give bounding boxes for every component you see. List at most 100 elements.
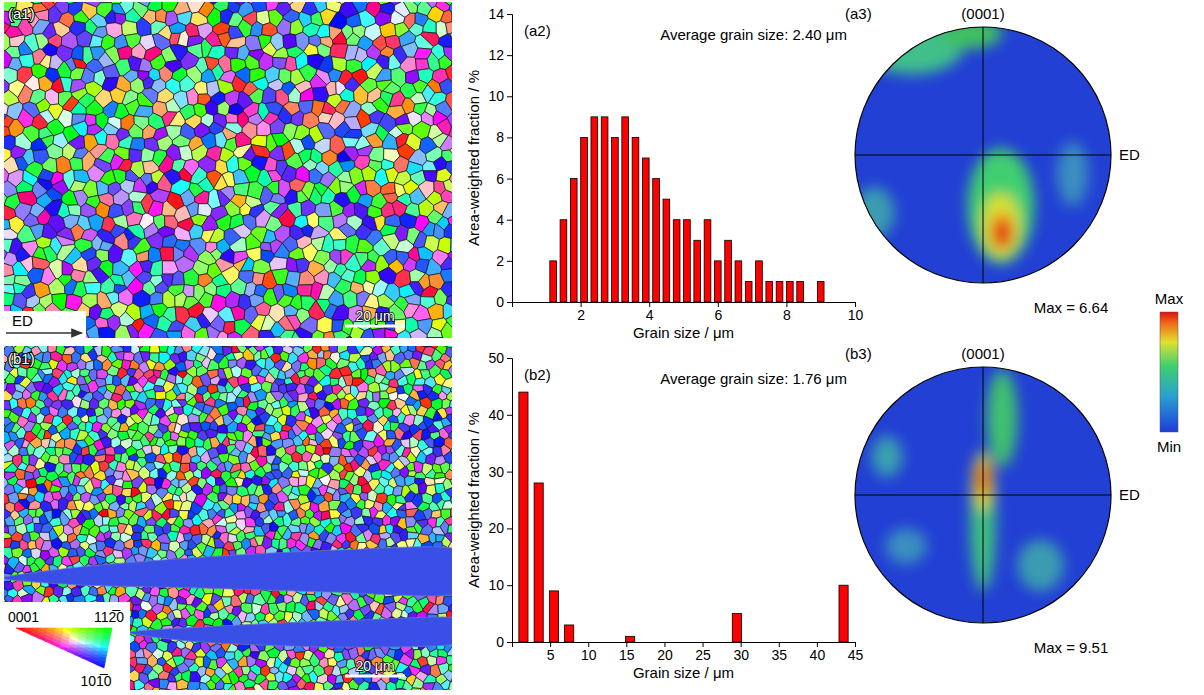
- grain: [226, 113, 238, 123]
- grain: [107, 337, 118, 338]
- grain: [318, 350, 324, 358]
- grain: [73, 58, 87, 68]
- grain: [441, 322, 452, 338]
- grain: [250, 21, 263, 36]
- grain: [321, 233, 333, 252]
- grain: [312, 330, 324, 338]
- grain: [255, 302, 271, 316]
- grain: [301, 134, 315, 149]
- grain: [101, 436, 112, 448]
- grain: [428, 304, 444, 320]
- grain: [166, 331, 181, 338]
- grain: [317, 316, 332, 333]
- grain: [271, 464, 279, 470]
- grain: [380, 182, 395, 194]
- grain: [295, 412, 305, 421]
- grain-map: [4, 346, 452, 690]
- grain: [442, 202, 452, 219]
- grain: [446, 22, 452, 34]
- grain: [197, 313, 211, 328]
- grain: [225, 123, 242, 134]
- grain: [313, 87, 329, 102]
- grain: [423, 18, 437, 33]
- grain: [273, 337, 282, 338]
- grain: [139, 58, 153, 71]
- grain: [18, 41, 32, 55]
- panel-label: (a1): [8, 5, 35, 22]
- grain: [177, 436, 186, 446]
- grain: [136, 251, 148, 262]
- grain: [153, 385, 164, 392]
- grain: [136, 18, 151, 37]
- grain: [177, 337, 186, 338]
- grain: [155, 391, 166, 399]
- grain: [59, 427, 70, 440]
- grain: [266, 445, 276, 456]
- scale-bar: [345, 325, 405, 328]
- grain: [84, 282, 101, 294]
- grain: [145, 389, 156, 399]
- grain: [446, 414, 452, 424]
- grain: [286, 257, 298, 272]
- grain: [291, 331, 301, 338]
- grain: [149, 346, 160, 353]
- grain: [200, 373, 211, 387]
- grain: [356, 357, 366, 370]
- grain: [240, 257, 254, 271]
- figure: (a1)20 μmED(b1)20 μm0001112̅0101̅0246810…: [0, 0, 1204, 695]
- grain: [257, 121, 271, 136]
- grain: [440, 269, 452, 283]
- grain: [380, 391, 389, 399]
- grain: [440, 135, 452, 151]
- direction-arrow: [6, 332, 82, 334]
- grain: [444, 451, 452, 464]
- grain: [48, 279, 65, 295]
- grain: [129, 360, 139, 370]
- grain: [176, 383, 187, 393]
- grain: [181, 453, 191, 464]
- grain: [188, 413, 200, 422]
- grain: [72, 121, 88, 137]
- grain: [123, 346, 131, 352]
- grain: [100, 277, 114, 294]
- grain: [202, 215, 219, 231]
- grain: [150, 328, 167, 338]
- grain: [372, 328, 385, 338]
- grain: [370, 351, 379, 360]
- grain: [427, 338, 446, 339]
- grain: [183, 269, 198, 286]
- grain: [140, 435, 150, 447]
- grain: [410, 329, 428, 338]
- grain: [317, 24, 330, 37]
- grain: [4, 229, 18, 240]
- grain: [357, 382, 369, 392]
- grain: [19, 54, 34, 68]
- grain: [150, 292, 163, 305]
- scale-bar-label: 20 μm: [355, 308, 394, 324]
- grain: [34, 10, 49, 21]
- grain: [249, 89, 264, 104]
- grain: [269, 257, 287, 271]
- grain: [258, 445, 267, 456]
- grain: [69, 157, 82, 170]
- grain: [57, 62, 71, 78]
- grain: [186, 88, 198, 105]
- grain: [169, 111, 185, 126]
- grain: [414, 378, 426, 385]
- grain: [81, 414, 89, 422]
- grain: [181, 325, 195, 338]
- grain: [175, 375, 183, 385]
- grain: [279, 208, 296, 227]
- grain: [339, 366, 352, 376]
- grain: [291, 451, 302, 462]
- grain: [274, 243, 289, 258]
- grain: [228, 332, 242, 338]
- grain: [207, 360, 219, 371]
- grain: [418, 247, 434, 260]
- grain: [307, 350, 318, 359]
- grain: [216, 444, 227, 454]
- grain: [356, 406, 366, 416]
- grain: [288, 87, 300, 103]
- grain: [166, 98, 181, 112]
- grain: [444, 224, 452, 239]
